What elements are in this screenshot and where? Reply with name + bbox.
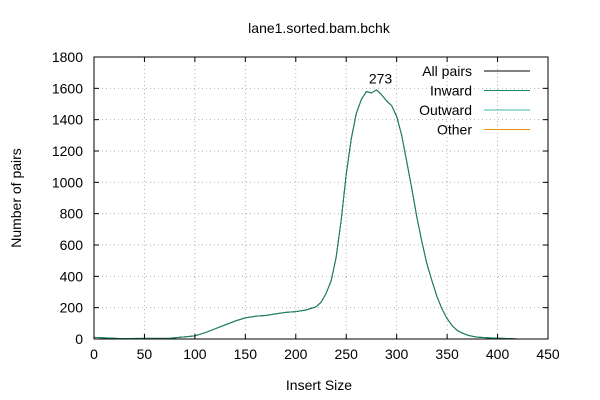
x-tick-label: 0 <box>90 346 98 362</box>
x-tick-label: 300 <box>385 346 409 362</box>
legend-label: Outward <box>419 102 472 118</box>
y-tick-label: 1200 <box>52 143 83 159</box>
series-line-inward <box>93 89 518 340</box>
legend-label: Other <box>437 122 472 138</box>
y-tick-label: 600 <box>60 237 84 253</box>
x-tick-label: 200 <box>284 346 308 362</box>
legend-label: Inward <box>430 83 472 99</box>
y-tick-label: 1600 <box>52 80 83 96</box>
x-tick-label: 150 <box>234 346 258 362</box>
legend-label: All pairs <box>422 63 472 79</box>
x-tick-label: 450 <box>536 346 560 362</box>
y-tick-label: 1800 <box>52 49 83 65</box>
peak-annotation: 273 <box>369 70 393 86</box>
x-tick-label: 350 <box>435 346 459 362</box>
x-tick-label: 250 <box>335 346 359 362</box>
legend: All pairs Inward Outward Other <box>419 63 530 138</box>
y-tick-label: 1400 <box>52 112 83 128</box>
x-tick-label: 50 <box>137 346 153 362</box>
x-tick-label: 400 <box>486 346 510 362</box>
y-tick-label: 0 <box>75 331 83 347</box>
y-tick-label: 400 <box>60 268 84 284</box>
y-tick-label: 1000 <box>52 174 83 190</box>
y-tick-label: 200 <box>60 300 84 316</box>
y-axis-label: Number of pairs <box>8 148 24 248</box>
plot-frame <box>93 56 549 340</box>
x-axis-label: Insert Size <box>286 377 352 393</box>
axis-ticks: 0 50 100 150 200 250 300 350 400 450 0 200 400 600 800… <box>52 49 560 362</box>
x-tick-label: 100 <box>183 346 207 362</box>
chart-title: lane1.sorted.bam.bchk <box>248 20 391 36</box>
y-tick-label: 800 <box>60 206 84 222</box>
